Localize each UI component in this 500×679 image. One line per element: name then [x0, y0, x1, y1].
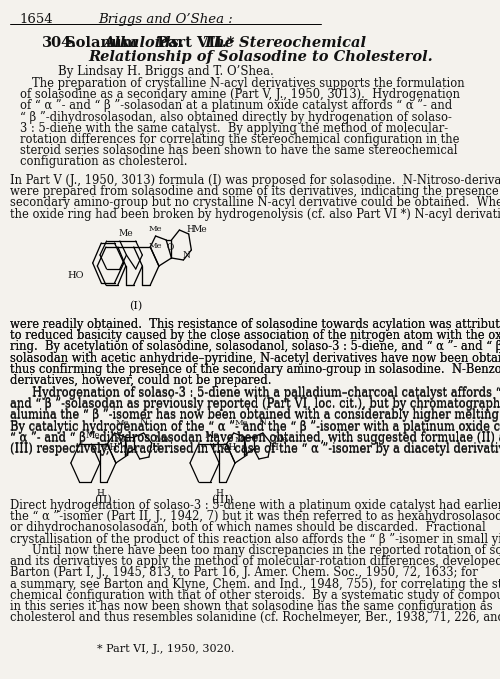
Text: alumina the “ β ”-isomer has now been obtained with a considerably higher meltin: alumina the “ β ”-isomer has now been ob… — [10, 408, 500, 422]
Text: derivatives, however, could not be prepared.: derivatives, however, could not be prepa… — [10, 374, 272, 387]
Text: the oxide ring had been broken by hydrogenolysis (cf. also Part VI *) N-acyl der: the oxide ring had been broken by hydrog… — [10, 208, 500, 221]
Text: Me: Me — [235, 419, 248, 427]
Text: H: H — [96, 489, 104, 498]
Text: “ α ”- and “ β ”-dihydrosolasodan have been obtained, with suggested formulae (I: “ α ”- and “ β ”-dihydrosolasodan have b… — [10, 430, 500, 444]
Text: configuration as cholesterol.: configuration as cholesterol. — [20, 155, 188, 168]
Text: H: H — [271, 443, 278, 452]
Text: solasodan with acetic anhydride–pyridine, N-acetyl derivatives have now been obt: solasodan with acetic anhydride–pyridine… — [10, 352, 500, 365]
Text: “ β ”-dihydrosolasodan, also obtained directly by hydrogenation of solaso-: “ β ”-dihydrosolasodan, also obtained di… — [20, 111, 452, 124]
Text: Alkaloids.: Alkaloids. — [104, 36, 184, 50]
Text: solasodan with acetic anhydride–pyridine, N-acetyl derivatives have now been obt: solasodan with acetic anhydride–pyridine… — [10, 352, 500, 365]
Text: ring.  By acetylation of solasodine, solasodanol, solaso-3 : 5-diene, and “ α ”-: ring. By acetylation of solasodine, sola… — [10, 340, 500, 353]
Text: Me: Me — [86, 430, 100, 439]
Text: chemical configuration with that of other steroids.  By a systematic study of co: chemical configuration with that of othe… — [10, 589, 500, 602]
Text: By catalytic hydrogenation of the “ α ”- and the “ β ”-isomer with a platinum ox: By catalytic hydrogenation of the “ α ”-… — [10, 420, 500, 434]
Text: were readily obtained.  This resistance of solasodine towards acylation was attr: were readily obtained. This resistance o… — [10, 318, 500, 331]
Text: Me: Me — [192, 225, 208, 234]
Text: steroid series solasodine has been shown to have the same stereochemical: steroid series solasodine has been shown… — [20, 144, 458, 158]
Text: and its derivatives to apply the method of molecular-rotation differences, devel: and its derivatives to apply the method … — [10, 555, 500, 568]
Text: The preparation of crystalline N-acyl derivatives supports the formulation: The preparation of crystalline N-acyl de… — [32, 77, 464, 90]
Text: 304.: 304. — [42, 36, 77, 50]
Text: Me: Me — [204, 430, 219, 439]
Text: (II): (II) — [94, 495, 112, 505]
Text: H: H — [186, 225, 194, 234]
Text: (III) respectively, characterised in the case of the “ α ”-isomer by a diacetyl : (III) respectively, characterised in the… — [10, 442, 500, 455]
Text: OH: OH — [102, 443, 118, 452]
Text: Barton (Part I, J., 1945, 813, to Part 16, J. Amer. Chem. Soc., 1950, 72, 1633; : Barton (Part I, J., 1945, 813, to Part 1… — [10, 566, 477, 579]
Text: were prepared from solasodine and some of its derivatives, indicating the presen: were prepared from solasodine and some o… — [10, 185, 500, 198]
Text: Direct hydrogenation of solaso-3 : 5-diene with a platinum oxide catalyst had ea: Direct hydrogenation of solaso-3 : 5-die… — [10, 499, 500, 512]
Text: H: H — [215, 489, 223, 498]
Text: Part VII.*: Part VII.* — [147, 36, 234, 50]
Text: 3 : 5-diene with the same catalyst.  By applying the method of molecular-: 3 : 5-diene with the same catalyst. By a… — [20, 122, 448, 135]
Text: * Part VI, J., 1950, 3020.: * Part VI, J., 1950, 3020. — [97, 644, 234, 654]
Text: Me: Me — [154, 435, 169, 443]
Text: Me: Me — [149, 225, 162, 233]
Text: O: O — [167, 244, 174, 253]
Text: of “ α ”- and “ β ”-solasodan at a platinum oxide catalyst affords “ α ”- and: of “ α ”- and “ β ”-solasodan at a plati… — [20, 99, 452, 113]
Text: derivatives, however, could not be prepared.: derivatives, however, could not be prepa… — [10, 374, 272, 387]
Text: of solasodine as a secondary amine (Part V, J., 1950, 3013).  Hydrogenation: of solasodine as a secondary amine (Part… — [20, 88, 460, 101]
Text: N: N — [140, 418, 147, 427]
Text: (III) respectively, characterised in the case of the “ α ”-isomer by a diacetyl : (III) respectively, characterised in the… — [10, 443, 500, 456]
Text: alumina the “ β ”-isomer has now been obtained with a considerably higher meltin: alumina the “ β ”-isomer has now been ob… — [10, 409, 500, 422]
Text: thus confirming the presence of the secondary amino-group in solasodine.  N-Benz: thus confirming the presence of the seco… — [10, 363, 500, 375]
Text: Me: Me — [118, 229, 133, 238]
Text: rotation differences for correlating the stereochemical configuration in the: rotation differences for correlating the… — [20, 133, 460, 146]
Text: a summary, see Barton and Klyne, Chem. and Ind., 1948, 755), for correlating the: a summary, see Barton and Klyne, Chem. a… — [10, 578, 500, 591]
Text: HO: HO — [68, 272, 84, 280]
Text: Hydrogenation of solaso-3 : 5-diene with a palladium–charcoal catalyst affords “: Hydrogenation of solaso-3 : 5-diene with… — [32, 386, 500, 399]
Text: Me: Me — [116, 419, 129, 427]
Text: the “ α ”-isomer (Part II, J., 1942, 7) but it was then referred to as hexahydro: the “ α ”-isomer (Part II, J., 1942, 7) … — [10, 510, 500, 524]
Text: and “ β ”-solasodan as previously reported (Part VI, loc. cit.), but by chromato: and “ β ”-solasodan as previously report… — [10, 397, 500, 410]
Text: 1654: 1654 — [20, 13, 54, 26]
Text: (I): (I) — [129, 301, 142, 311]
Text: or dihydrochanosolasodan, both of which names should be discarded.  Fractional: or dihydrochanosolasodan, both of which … — [10, 521, 486, 534]
Text: OH: OH — [222, 443, 237, 452]
Text: Relationship of Solasodine to Cholesterol.: Relationship of Solasodine to Cholestero… — [88, 50, 433, 64]
Text: to reduced basicity caused by the close association of the nitrogen atom with th: to reduced basicity caused by the close … — [10, 329, 500, 342]
Text: Me: Me — [235, 436, 248, 444]
Text: “ α ”- and “ β ”-dihydrosolasodan have been obtained, with suggested formulae (I: “ α ”- and “ β ”-dihydrosolasodan have b… — [10, 432, 500, 445]
Text: The Stereochemical: The Stereochemical — [198, 36, 366, 50]
Text: cholesterol and thus resembles solanidine (cf. Rochelmeyer, Ber., 1938, 71, 226,: cholesterol and thus resembles solanidin… — [10, 611, 500, 624]
Text: and “ β ”-solasodan as previously reported (Part VI, loc. cit.), but by chromato: and “ β ”-solasodan as previously report… — [10, 398, 500, 411]
Text: Me: Me — [274, 435, 288, 443]
Text: By catalytic hydrogenation of the “ α ”- and the “ β ”-isomer with a platinum ox: By catalytic hydrogenation of the “ α ”-… — [10, 420, 500, 433]
Text: H: H — [152, 443, 160, 452]
Text: Me: Me — [149, 242, 162, 250]
Text: thus confirming the presence of the secondary amino-group in solasodine.  N-Benz: thus confirming the presence of the seco… — [10, 363, 500, 375]
Text: In Part V (J., 1950, 3013) formula (I) was proposed for solasodine.  N-Nitroso-d: In Part V (J., 1950, 3013) formula (I) w… — [10, 174, 500, 187]
Text: crystallisation of the product of this reaction also affords the “ β ”-isomer in: crystallisation of the product of this r… — [10, 532, 500, 546]
Text: N: N — [182, 251, 190, 261]
Text: Me: Me — [116, 436, 129, 444]
Text: Briggs and O’Shea :: Briggs and O’Shea : — [98, 13, 233, 26]
Text: Until now there have been too many discrepancies in the reported rotation of sol: Until now there have been too many discr… — [32, 544, 500, 557]
Text: secondary amino-group but no crystalline N-acyl derivative could be obtained.  W: secondary amino-group but no crystalline… — [10, 196, 500, 209]
Text: in this series it has now been shown that solasodine has the same configuration : in this series it has now been shown tha… — [10, 600, 492, 613]
Text: Hydrogenation of solaso-3 : 5-diene with a palladium–charcoal catalyst affords “: Hydrogenation of solaso-3 : 5-diene with… — [32, 387, 500, 400]
Text: By Lindsay H. Briggs and T. O’Shea.: By Lindsay H. Briggs and T. O’Shea. — [58, 65, 274, 78]
Text: (III): (III) — [210, 495, 233, 505]
Text: ring.  By acetylation of solasodine, solasodanol, solaso-3 : 5-diene, and “ α ”-: ring. By acetylation of solasodine, sola… — [10, 340, 500, 353]
Text: Solanum: Solanum — [65, 36, 142, 50]
Text: were readily obtained.  This resistance of solasodine towards acylation was attr: were readily obtained. This resistance o… — [10, 318, 500, 331]
Text: to reduced basicity caused by the close association of the nitrogen atom with th: to reduced basicity caused by the close … — [10, 329, 500, 342]
Text: N: N — [259, 418, 267, 427]
